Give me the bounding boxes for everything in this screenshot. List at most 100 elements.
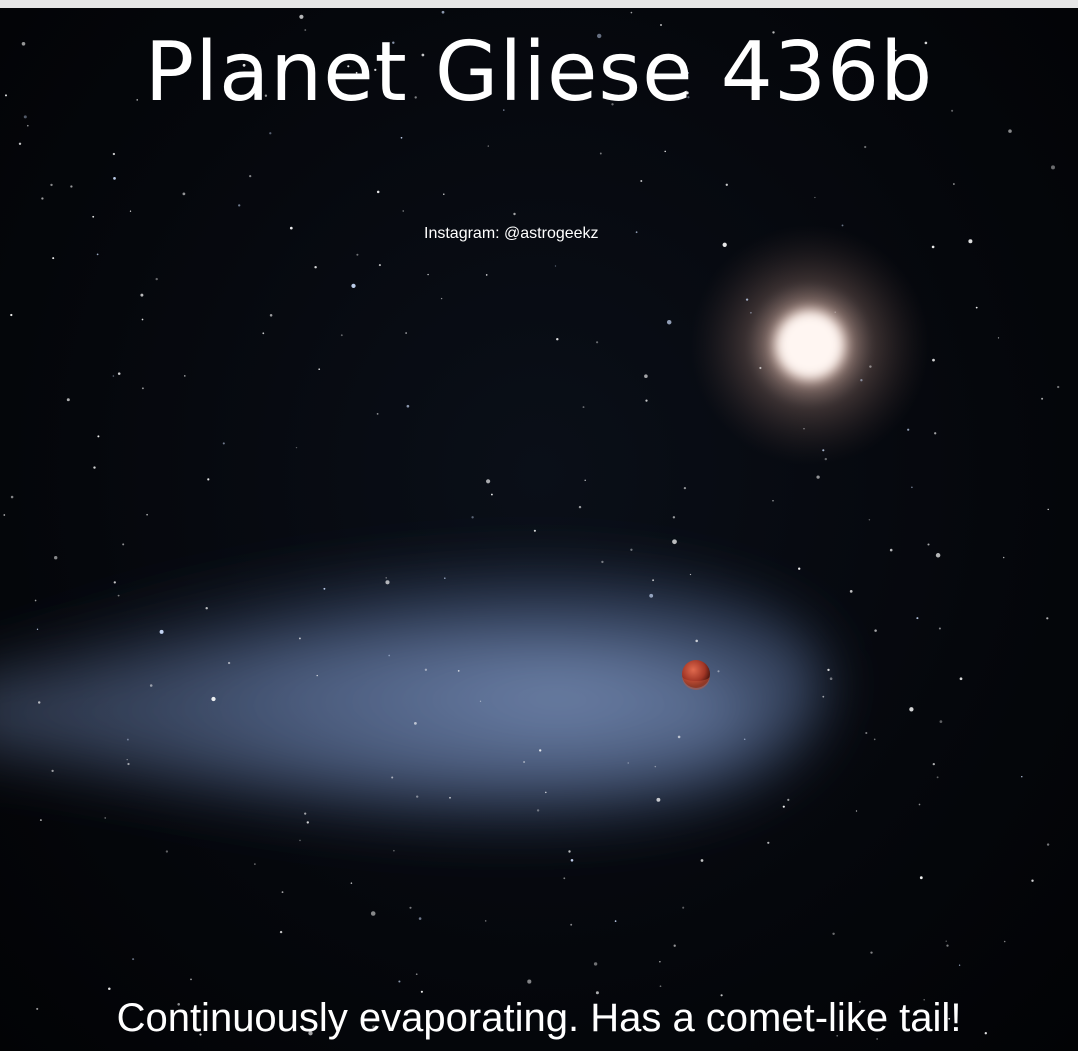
- star-dot: [916, 617, 919, 620]
- star-dot: [486, 479, 491, 484]
- star-dot: [117, 372, 121, 375]
- star-dot: [405, 332, 407, 334]
- star-dot: [889, 548, 893, 552]
- star-dot: [308, 1031, 313, 1036]
- star-dot: [787, 1025, 791, 1028]
- star-dot: [391, 776, 394, 779]
- star-dot: [414, 96, 417, 99]
- star-dot: [54, 556, 58, 560]
- star-dot: [874, 629, 877, 632]
- star-dot: [104, 817, 106, 819]
- star-dot: [37, 701, 41, 704]
- star-dot: [627, 762, 629, 764]
- star-dot: [822, 449, 825, 452]
- star-dot: [416, 795, 419, 798]
- star-dot: [865, 731, 868, 735]
- star-dot: [894, 49, 897, 52]
- star-dot: [749, 311, 752, 314]
- star-dot: [299, 14, 304, 19]
- star-dot: [376, 413, 379, 415]
- star-dot: [415, 973, 418, 976]
- star-dot: [398, 980, 401, 983]
- star-dot: [798, 567, 801, 570]
- star-dot: [614, 920, 617, 922]
- star-dot: [725, 183, 728, 186]
- star-dot: [868, 519, 871, 521]
- star-dot: [304, 29, 307, 31]
- star-dot: [269, 132, 272, 135]
- star-dot: [596, 341, 599, 344]
- star-dot: [484, 920, 487, 922]
- star-dot: [554, 265, 557, 267]
- star-dot: [289, 226, 293, 230]
- star-dot: [745, 298, 749, 301]
- star-dot: [238, 204, 241, 207]
- star-dot: [207, 478, 210, 481]
- star-dot: [406, 404, 410, 408]
- star-dot: [934, 432, 937, 435]
- star-dot: [582, 406, 585, 409]
- star-dot: [10, 313, 13, 317]
- star-dot: [1046, 617, 1049, 620]
- star-dot: [122, 543, 125, 546]
- star-dot: [918, 803, 921, 806]
- star-dot: [938, 627, 941, 630]
- star-dot: [127, 762, 130, 766]
- star-dot: [1002, 556, 1005, 559]
- star-dot: [953, 183, 955, 185]
- star-dot: [772, 31, 775, 34]
- star-dot: [227, 661, 231, 665]
- star-dot: [644, 374, 648, 378]
- star-dot: [490, 493, 493, 496]
- star-dot: [314, 265, 317, 269]
- star-dot: [584, 479, 586, 482]
- star-dot: [1008, 129, 1012, 133]
- star-dot: [39, 819, 42, 822]
- star-dot: [951, 109, 954, 112]
- star-dot: [340, 334, 343, 337]
- star-dot: [864, 145, 867, 149]
- star-dot: [513, 212, 516, 216]
- star-dot: [1047, 508, 1049, 511]
- star-dot: [601, 560, 604, 564]
- star-dot: [392, 41, 395, 44]
- star-dot: [34, 599, 37, 602]
- star-dot: [740, 78, 743, 82]
- star-dot: [855, 810, 858, 812]
- star-dot: [269, 314, 273, 317]
- star-dot: [873, 738, 876, 741]
- star-dot: [443, 193, 445, 195]
- star-dot: [945, 940, 947, 942]
- star-dot: [126, 758, 128, 761]
- star-dot: [599, 152, 602, 155]
- star-dot: [816, 475, 820, 479]
- star-dot: [824, 457, 827, 461]
- star-dot: [834, 311, 836, 313]
- star-dot: [50, 183, 53, 187]
- star-dot: [959, 677, 963, 681]
- star-dot: [177, 1003, 180, 1006]
- star-dot: [18, 142, 22, 145]
- star-dot: [870, 951, 873, 954]
- star-dot: [659, 961, 661, 963]
- star-dot: [907, 428, 910, 431]
- star-dot: [374, 68, 377, 72]
- star-dot: [281, 891, 284, 894]
- star-dot: [414, 722, 417, 725]
- star-dot: [533, 529, 536, 532]
- star-dot: [36, 1007, 39, 1010]
- star-dot: [803, 428, 805, 430]
- star-dot: [3, 514, 6, 516]
- star-dot: [672, 516, 676, 519]
- star-dot: [370, 911, 376, 916]
- star-dot: [299, 839, 301, 842]
- star-dot: [350, 882, 353, 884]
- star-dot: [140, 293, 144, 297]
- star-dot: [485, 274, 488, 276]
- star-dot: [695, 639, 698, 643]
- star-dot: [876, 1038, 878, 1040]
- star-dot: [635, 231, 638, 234]
- host-star: [690, 225, 930, 465]
- star-dot: [351, 283, 356, 289]
